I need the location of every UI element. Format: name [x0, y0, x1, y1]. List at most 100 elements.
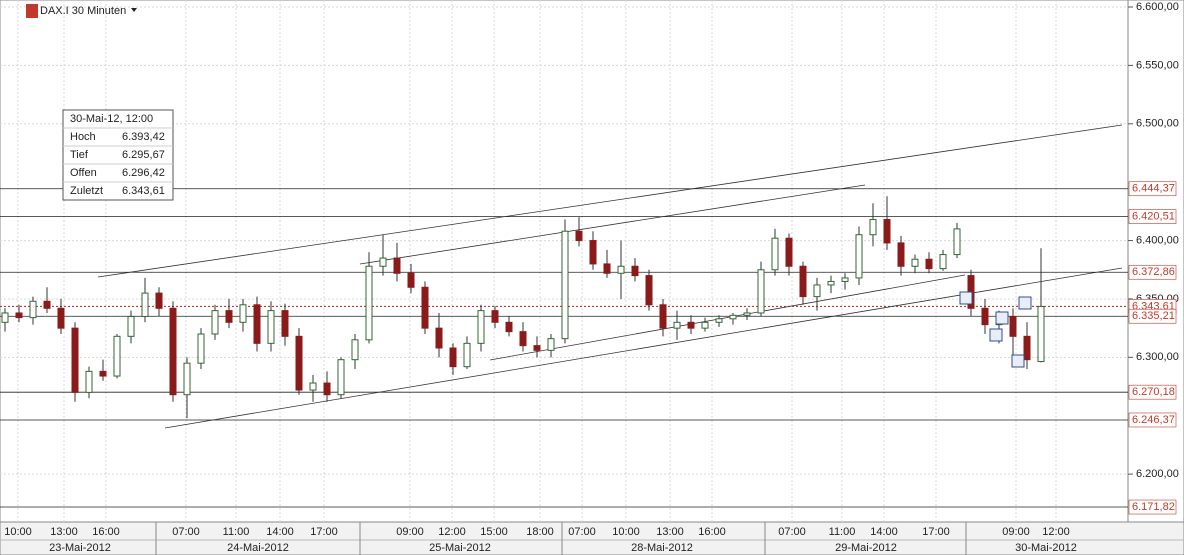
level-label: 6.171,82 — [1132, 501, 1175, 513]
candle-body — [323, 382, 331, 396]
candle-body — [673, 321, 681, 329]
cfd-icon — [26, 4, 38, 18]
candle-body — [57, 307, 65, 329]
price-axis — [1127, 0, 1184, 523]
x-tick-label: 12:00 — [438, 526, 466, 538]
chart-title[interactable]: DAX.I 30 Minuten — [40, 5, 126, 17]
info-name: Hoch — [70, 131, 96, 143]
candle-body — [211, 310, 219, 335]
x-tick-label: 11:00 — [829, 526, 856, 538]
candle-body — [519, 331, 527, 347]
candle-body — [645, 275, 653, 306]
trend-line — [97, 124, 1123, 278]
axis-labels: 6.600,006.550,006.500,006.400,006.350,00… — [4, 1, 1179, 555]
x-tick-label: 09:00 — [1002, 526, 1030, 538]
x-tick-label: 09:00 — [396, 526, 424, 538]
date-label: 28-Mai-2012 — [631, 542, 693, 554]
x-tick-label: 14:00 — [870, 526, 898, 538]
y-tick-label: 6.200,00 — [1136, 468, 1179, 480]
candle-body — [43, 300, 51, 309]
candle-body — [239, 304, 247, 323]
candle-body — [477, 310, 485, 344]
level-label-box — [1128, 412, 1177, 428]
candle-body — [743, 312, 751, 316]
y-tick-label: 6.300,00 — [1136, 351, 1179, 363]
dropdown-arrow[interactable] — [131, 8, 137, 12]
candle-body — [827, 280, 835, 286]
date-label: 30-Mai-2012 — [1015, 542, 1077, 554]
level-label-box — [1128, 384, 1177, 400]
trend-line — [359, 184, 866, 265]
candle-body — [575, 230, 583, 242]
trend-line — [489, 274, 966, 361]
candle-body — [603, 263, 611, 274]
x-tick-label: 13:00 — [656, 526, 684, 538]
candle-body — [1, 312, 9, 323]
x-tick-label: 10:00 — [4, 526, 32, 538]
date-label: 23-Mai-2012 — [49, 542, 111, 554]
x-tick-label: 14:00 — [266, 526, 294, 538]
candle-body — [169, 307, 177, 396]
candle-body — [617, 265, 625, 274]
level-label: 6.246,37 — [1132, 414, 1175, 426]
signal-markers — [959, 291, 1032, 368]
x-tick-label: 11:00 — [223, 526, 250, 538]
candle-body — [253, 304, 261, 344]
info-name: Tief — [70, 149, 89, 161]
candle-body — [407, 272, 415, 288]
date-label: 25-Mai-2012 — [429, 542, 491, 554]
time-axis — [0, 521, 1184, 555]
x-tick-label: 17:00 — [922, 526, 950, 538]
candle-body — [953, 228, 961, 256]
candle-body — [449, 347, 457, 368]
candle-body — [757, 269, 765, 314]
candle-body — [925, 258, 933, 270]
x-tick-label: 07:00 — [778, 526, 806, 538]
candle-body — [225, 310, 233, 323]
signal-marker — [989, 328, 1003, 342]
info-rows: Hoch 6.393,42 Tief 6.295,67 Offen 6.296,42 Zul… — [63, 127, 173, 197]
candle-body — [841, 277, 849, 282]
level-label-box — [1128, 264, 1177, 280]
candle-body — [491, 310, 499, 323]
info-box: 30-Mai-12, 12:00 — [62, 109, 174, 201]
candle-body — [729, 314, 737, 320]
candle-body — [715, 318, 723, 323]
candle-body — [533, 345, 541, 351]
candle-body — [687, 321, 695, 329]
candle-body — [267, 310, 275, 344]
candle-body — [771, 237, 779, 271]
level-label: 6.335,21 — [1132, 310, 1175, 322]
candle-body — [141, 292, 149, 317]
candle-body — [1009, 315, 1017, 337]
candle-body — [589, 240, 597, 265]
candle-body — [981, 307, 989, 326]
x-tick-label: 16:00 — [698, 526, 726, 538]
candle-body — [337, 359, 345, 396]
candle-body — [505, 321, 513, 333]
candle-body — [547, 338, 555, 351]
level-label-box — [1128, 181, 1177, 197]
x-tick-label: 18:00 — [526, 526, 554, 538]
candle-body — [379, 257, 387, 267]
x-tick-label: 16:00 — [92, 526, 120, 538]
x-tick-label: 13:00 — [50, 526, 78, 538]
candle-body — [113, 335, 121, 377]
info-name: Offen — [70, 167, 97, 179]
candle-body — [785, 237, 793, 267]
info-frame — [62, 109, 174, 201]
level-label: 6.444,37 — [1132, 183, 1175, 195]
candle-body — [155, 292, 163, 309]
level-label: 6.372,86 — [1132, 266, 1175, 278]
info-value: 6.296,42 — [122, 167, 165, 179]
candle-body — [1037, 305, 1045, 363]
candle-body — [659, 304, 667, 329]
candle-body — [393, 257, 401, 274]
candle-body — [351, 339, 359, 361]
date-label: 24-Mai-2012 — [227, 542, 289, 554]
level-label-box — [1128, 209, 1177, 224]
info-header: 30-Mai-12, 12:00 — [70, 113, 153, 125]
x-tick-label: 10:00 — [612, 526, 640, 538]
signal-marker — [1018, 296, 1032, 310]
